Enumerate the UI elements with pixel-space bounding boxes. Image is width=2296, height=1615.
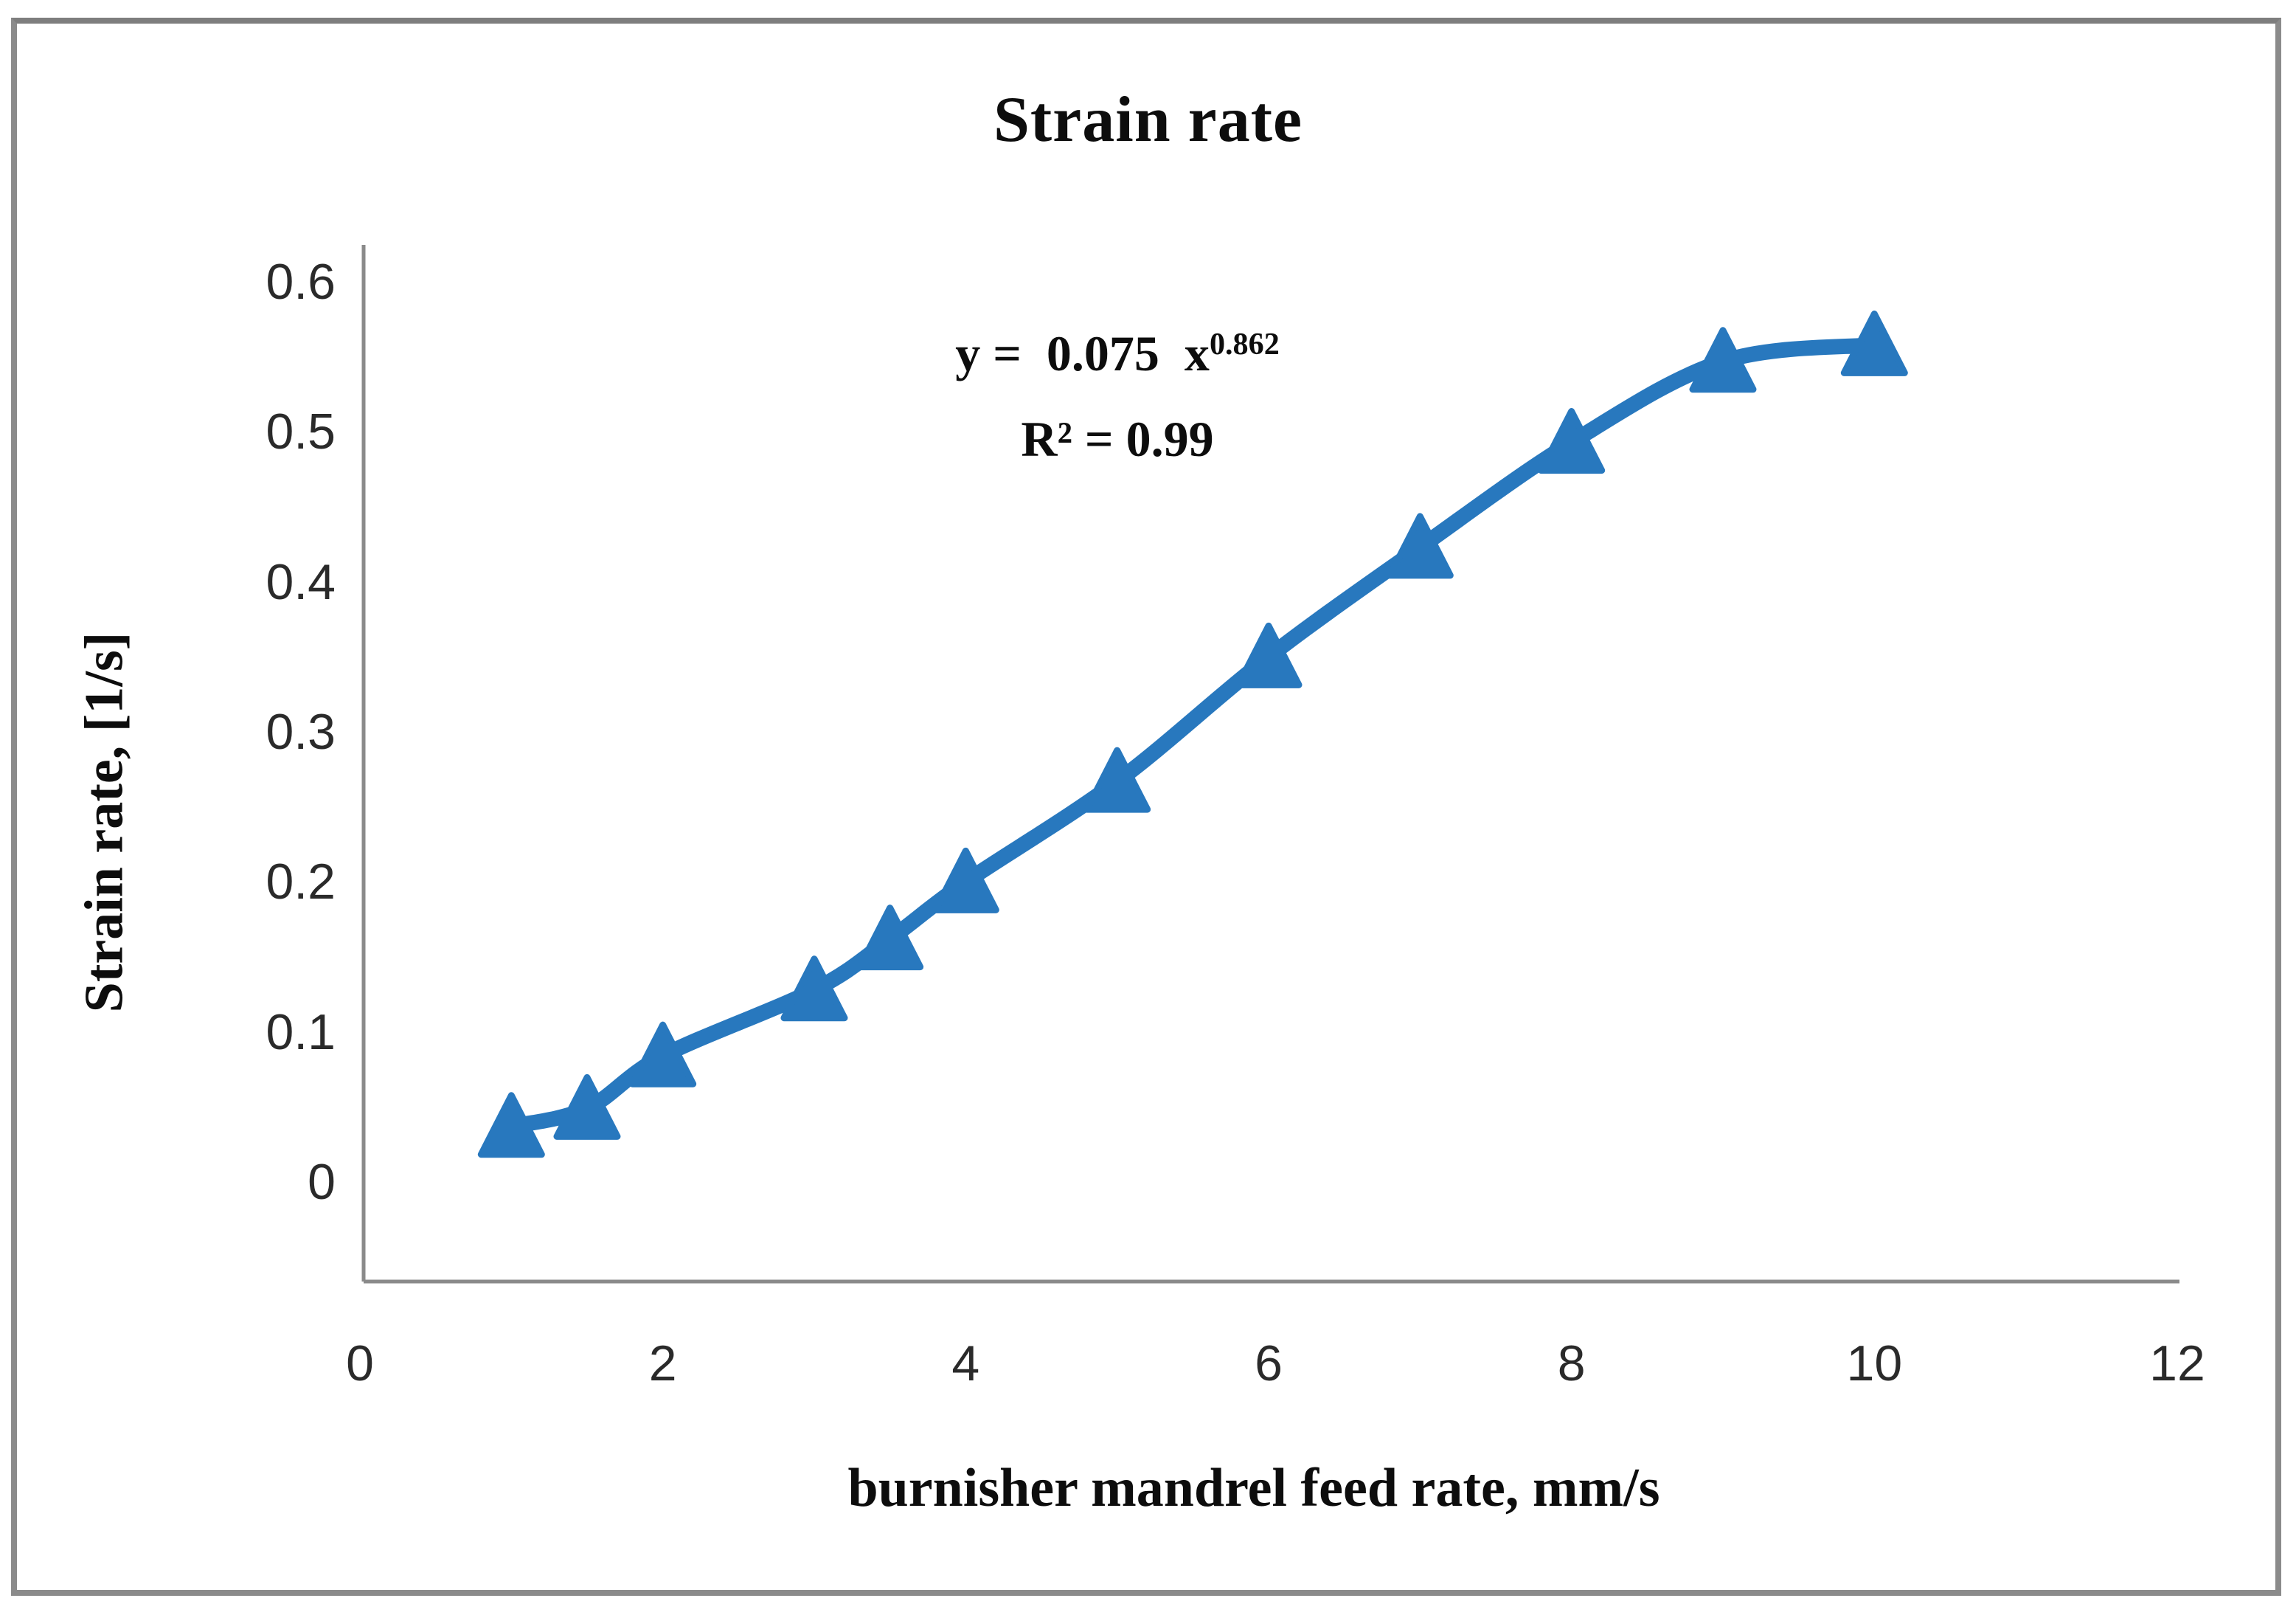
y-tick-label: 0.5 xyxy=(266,404,336,460)
x-tick-label: 10 xyxy=(1846,1335,1903,1391)
series-line xyxy=(503,336,1882,1135)
data-point-marker xyxy=(1083,747,1151,813)
data-point-marker xyxy=(1386,513,1454,579)
data-point-marker xyxy=(553,1073,621,1140)
x-tick-label: 12 xyxy=(2149,1335,2205,1391)
data-point-marker xyxy=(477,1092,545,1158)
y-tick-label: 0.2 xyxy=(266,854,336,910)
x-tick-label: 6 xyxy=(1255,1335,1283,1391)
data-point-marker xyxy=(1235,622,1303,688)
x-tick-label: 0 xyxy=(346,1335,374,1391)
y-tick-label: 0.1 xyxy=(266,1003,336,1060)
data-point-marker xyxy=(1840,310,1908,376)
data-point-marker xyxy=(856,905,924,971)
data-point-marker xyxy=(780,955,848,1022)
data-point-marker xyxy=(1538,408,1606,474)
y-tick-label: 0.3 xyxy=(266,704,336,760)
x-tick-label: 8 xyxy=(1557,1335,1586,1391)
data-point-marker xyxy=(1689,327,1757,393)
x-axis-title: burnisher mandrel feed rate, mm/s xyxy=(847,1458,1660,1518)
x-tick-label: 2 xyxy=(648,1335,677,1391)
data-point-marker xyxy=(932,847,999,913)
data-point-marker xyxy=(629,1021,697,1087)
trendline-equation: y = 0.075 x0.862 xyxy=(675,325,1560,383)
r-squared-label: R² = 0.99 xyxy=(1021,411,1214,467)
equation-exponent: 0.862 xyxy=(1209,327,1280,362)
chart-title: Strain rate xyxy=(993,84,1303,156)
y-tick-label: 0.6 xyxy=(266,254,336,310)
y-tick-label: 0 xyxy=(308,1154,336,1210)
equation-base: y = 0.075 x xyxy=(955,325,1210,381)
x-tick-label: 4 xyxy=(951,1335,980,1391)
y-tick-label: 0.4 xyxy=(266,553,336,610)
